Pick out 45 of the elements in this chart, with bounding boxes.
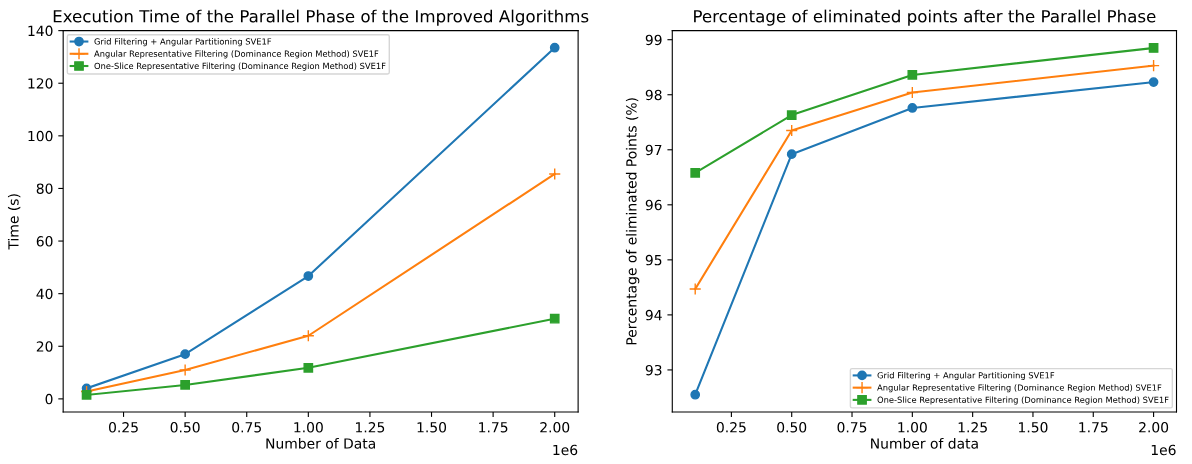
y-tick-label: 100	[28, 130, 53, 142]
legend-label: Grid Filtering + Angular Partitioning SVE1F	[877, 372, 1055, 381]
x-tick-label: 0.50	[170, 422, 200, 433]
y-tick-label: 95	[645, 254, 662, 266]
x-tick-label: 0.25	[716, 422, 746, 433]
x-tick-label: 0.75	[837, 422, 867, 433]
chart-title: Percentage of eliminated points after the Parallel Phase	[694, 9, 1156, 26]
x-tick-label: 1.75	[1079, 422, 1108, 433]
chart-title: Execution Time of the Parallel Phase of the Improved Algorithms	[53, 9, 589, 26]
y-tick-label: 93	[645, 364, 662, 376]
y-axis-title: Percentage of eliminated Points (%)	[625, 98, 640, 345]
y-tick-label: 99	[645, 34, 662, 46]
x-tick-label: 0.75	[232, 422, 261, 433]
x-tick-label: 1.50	[417, 422, 447, 433]
y-tick-label: 0	[45, 393, 53, 405]
legend-label: One-Slice Representative Filtering (Dominance Region Method) SVE1F	[94, 62, 386, 71]
y-tick-label: 120	[28, 78, 53, 89]
x-tick-label: 2.00	[540, 422, 570, 433]
x-tick-label: 1.00	[898, 422, 927, 433]
y-axis-title: Time (s)	[7, 194, 21, 250]
x-tick-label: 1.25	[355, 422, 385, 433]
x-axis-title: Number of data	[871, 437, 978, 449]
y-tick-label: 20	[36, 341, 53, 352]
legend-label: Angular Representative Filtering (Dominance Region Method) SVE1F	[94, 50, 379, 59]
text: 1e6	[553, 444, 578, 456]
y-tick-label: 40	[36, 288, 53, 300]
text: 1e6	[1151, 444, 1176, 456]
y-tick-label: 80	[36, 183, 53, 194]
y-tick-label: 60	[36, 236, 53, 247]
y-tick-label: 94	[645, 309, 662, 321]
y-tick-label: 97	[645, 144, 662, 156]
legend-label: Grid Filtering + Angular Partitioning SVE1F	[94, 38, 272, 47]
x-tick-label: 0.25	[108, 422, 138, 433]
x-axis-title: Number of Data	[266, 437, 375, 449]
x-tick-label: 1.50	[1019, 422, 1048, 433]
legend-label: Angular Representative Filtering (Dominance Region Method) SVE1F	[877, 384, 1162, 393]
y-tick-label: 96	[645, 199, 662, 211]
x-tick-label: 1.25	[958, 422, 987, 433]
x-tick-label: 1.00	[294, 422, 323, 433]
x-tick-label: 2.00	[1139, 422, 1169, 433]
y-tick-label: 140	[28, 25, 53, 37]
x-tick-label: 1.75	[479, 422, 508, 433]
y-tick-label: 98	[645, 89, 662, 101]
legend-label: One-Slice Representative Filtering (Dominance Region Method) SVE1F	[877, 396, 1169, 405]
x-tick-label: 0.50	[777, 422, 807, 433]
